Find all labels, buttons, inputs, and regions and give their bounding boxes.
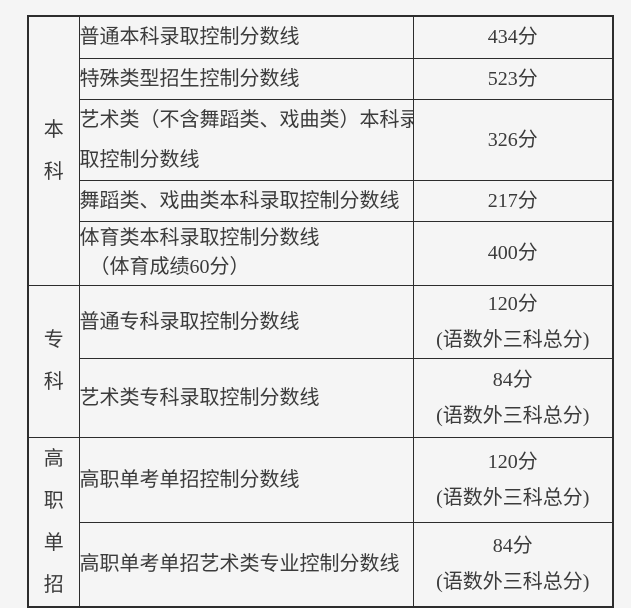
section-label-char: 高 [43, 447, 64, 470]
section-label-char: 科 [43, 371, 64, 393]
section-label-benke: 本 科 [27, 15, 80, 286]
table-row: 特殊类型招生控制分数线 523分 [28, 57, 614, 100]
item-text: 体育类本科录取控制分数线 [79, 227, 320, 249]
value-note: (语数外三科总分) [436, 486, 590, 509]
section-label-gaozhidanzhao: 高 职 单 招 [27, 436, 80, 607]
table-row: 艺术类专科录取控制分数线 84分 (语数外三科总分) [28, 357, 614, 438]
value-note: (语数外三科总分) [436, 328, 590, 351]
item-text: 取控制分数线 [79, 148, 200, 171]
table-row: 艺术类（不含舞蹈类、戏曲类）本科录 取控制分数线 326分 [28, 98, 614, 181]
table-row: 本 科 普通本科录取控制分数线 434分 [27, 15, 614, 286]
section-label-char: 招 [43, 573, 64, 596]
item-text: （体育成绩60分） [89, 256, 250, 278]
table-row: 高职单考单招艺术类专业控制分数线 84分 (语数外三科总分) [28, 521, 614, 608]
item-cell: 高职单考单招艺术类专业控制分数线 [78, 521, 414, 608]
section-label-char: 职 [43, 489, 64, 512]
value-text: 434分 [487, 26, 538, 49]
value-text: 400分 [487, 242, 538, 264]
value-cell: 434分 [412, 15, 614, 59]
value-text: 217分 [487, 189, 538, 212]
item-text: 高职单考单招艺术类专业控制分数线 [79, 553, 400, 576]
value-text: 84分 [492, 535, 533, 558]
item-text: 高职单考单招控制分数线 [79, 468, 300, 491]
item-cell: 高职单考单招控制分数线 [78, 436, 414, 523]
value-text: 326分 [487, 128, 538, 151]
value-cell: 523分 [412, 57, 614, 100]
table-row: 高 职 单 招 高职单考单招控制分数线 120分 (语数外三科总分) [27, 436, 614, 607]
section-label-char: 专 [43, 329, 64, 351]
table-row: 体育类本科录取控制分数线 （体育成绩60分） 400分 [28, 220, 614, 286]
item-cell: 艺术类专科录取控制分数线 [78, 357, 414, 438]
value-text: 120分 [487, 450, 538, 473]
value-text: 120分 [487, 292, 538, 315]
value-note: (语数外三科总分) [436, 571, 590, 594]
score-table: 本 科 普通本科录取控制分数线 434分 特殊类型招生控制分数线 523分 艺术… [27, 15, 614, 608]
item-text: 普通专科录取控制分数线 [79, 310, 300, 333]
item-cell: 普通专科录取控制分数线 [78, 284, 414, 359]
value-cell: 84分 (语数外三科总分) [412, 521, 614, 608]
item-cell: 舞蹈类、戏曲类本科录取控制分数线 [78, 179, 414, 222]
item-text: 普通本科录取控制分数线 [79, 26, 300, 49]
section-label-zhuanke: 专 科 [27, 284, 80, 438]
value-text: 523分 [487, 67, 538, 90]
value-cell: 120分 (语数外三科总分) [412, 284, 614, 359]
item-cell: 艺术类（不含舞蹈类、戏曲类）本科录 取控制分数线 [78, 98, 414, 181]
table-row: 舞蹈类、戏曲类本科录取控制分数线 217分 [28, 179, 614, 222]
value-cell: 400分 [412, 220, 614, 286]
value-note: (语数外三科总分) [436, 404, 590, 427]
item-text: 舞蹈类、戏曲类本科录取控制分数线 [79, 189, 400, 212]
item-text: 特殊类型招生控制分数线 [79, 67, 300, 90]
value-text: 84分 [492, 368, 533, 391]
item-cell: 特殊类型招生控制分数线 [78, 57, 414, 100]
item-text: 艺术类（不含舞蹈类、戏曲类）本科录 [79, 108, 413, 131]
item-cell: 普通本科录取控制分数线 [78, 15, 414, 59]
value-cell: 217分 [412, 179, 614, 222]
value-cell: 326分 [412, 98, 614, 181]
item-cell: 体育类本科录取控制分数线 （体育成绩60分） [78, 220, 414, 286]
value-cell: 84分 (语数外三科总分) [412, 357, 614, 438]
value-cell: 120分 (语数外三科总分) [412, 436, 614, 523]
table-row: 专 科 普通专科录取控制分数线 120分 (语数外三科总分) [27, 284, 614, 438]
section-label-char: 科 [43, 160, 64, 183]
section-label-char: 本 [43, 118, 64, 141]
section-label-char: 单 [43, 531, 64, 554]
item-text: 艺术类专科录取控制分数线 [79, 386, 320, 409]
